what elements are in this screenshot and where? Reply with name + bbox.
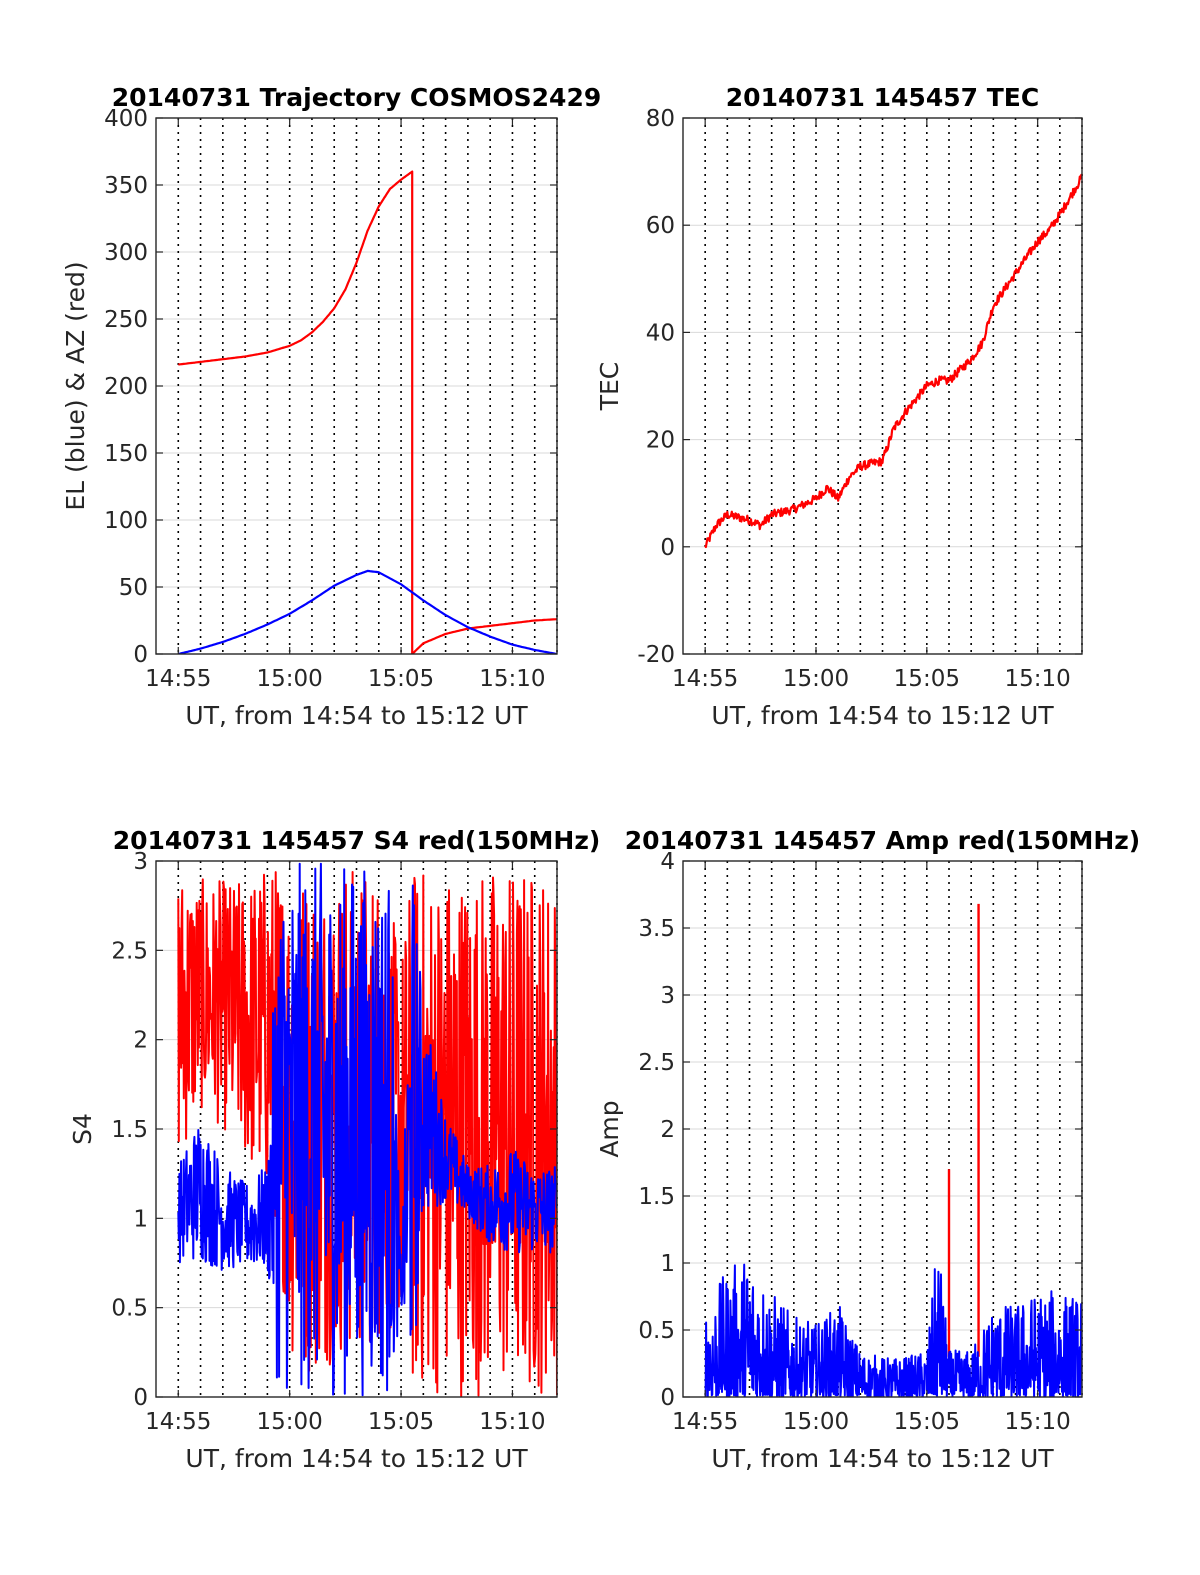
y-tick-label: 3: [660, 983, 675, 1009]
y-tick-label: 1.5: [111, 1117, 148, 1143]
series-group: [704, 173, 1082, 549]
y-axis-label: S4: [68, 1113, 97, 1145]
x-tick-label: 15:00: [783, 1409, 849, 1435]
x-axis-label: UT, from 14:54 to 15:12 UT: [711, 1444, 1054, 1473]
y-tick-label: 0.5: [638, 1318, 675, 1344]
x-tick-label: 15:05: [368, 666, 434, 692]
x-tick-label: 15:10: [479, 1409, 545, 1435]
y-tick-label: 3.5: [638, 916, 675, 942]
y-tick-label: 150: [104, 441, 148, 467]
y-tick-label: 60: [646, 213, 675, 239]
y-tick-label: 100: [104, 508, 148, 534]
x-tick-label: 14:55: [672, 1409, 738, 1435]
y-tick-label: 1.5: [638, 1184, 675, 1210]
x-tick-label: 15:05: [894, 1409, 960, 1435]
series-group: [178, 170, 557, 654]
y-tick-label: 0: [660, 535, 675, 561]
x-tick-label: 14:55: [672, 666, 738, 692]
chart-s4: 0 0.5 1 1.5 2 2.5 3 14:55 15:00 15:05 15:10 2014073…: [68, 826, 600, 1473]
chart-title: 20140731 145457 TEC: [726, 83, 1039, 112]
y-tick-label: 20: [646, 428, 675, 454]
y-tick-label: 3: [133, 849, 148, 875]
x-tick-label: 14:55: [145, 1409, 211, 1435]
y-tick-label: 4: [660, 849, 675, 875]
x-tick-label: 15:00: [257, 1409, 323, 1435]
y-tick-label: 2: [133, 1028, 148, 1054]
series-trace-1: [177, 862, 557, 1397]
chart-amp: 0 0.5 1 1.5 2 2.5 3 3.5 4 14:55 15:00 15:05 15:10 201…: [595, 826, 1140, 1473]
y-tick-label: 0: [133, 1385, 148, 1411]
y-axis-label: EL (blue) & AZ (red): [61, 261, 90, 510]
chart-title: 20140731 Trajectory COSMOS2429: [112, 83, 602, 112]
y-tick-label: 300: [104, 240, 148, 266]
y-tick-label: 1: [660, 1251, 675, 1277]
y-tick-label: 1: [133, 1206, 148, 1232]
chart-trajectory: 0 50 100 150 200 250 300 350 400 14:55 15:00 15:05 1…: [61, 83, 601, 730]
x-tick-label: 15:05: [368, 1409, 434, 1435]
y-tick-label: 2.5: [638, 1050, 675, 1076]
chart-title: 20140731 145457 S4 red(150MHz): [113, 826, 601, 855]
chart-title: 20140731 145457 Amp red(150MHz): [625, 826, 1141, 855]
series-group: [177, 862, 557, 1397]
y-tick-label: 400: [104, 106, 148, 132]
y-tick-label: 250: [104, 307, 148, 333]
x-axis-label: UT, from 14:54 to 15:12 UT: [185, 1444, 528, 1473]
y-tick-label: 80: [646, 106, 675, 132]
y-tick-label: 0: [660, 1385, 675, 1411]
x-axis-label: UT, from 14:54 to 15:12 UT: [711, 701, 1054, 730]
y-tick-label: 2: [660, 1117, 675, 1143]
x-tick-label: 15:10: [1005, 1409, 1071, 1435]
y-tick-label: 350: [104, 173, 148, 199]
y-axis-label: Amp: [595, 1100, 624, 1157]
y-axis-label: TEC: [595, 362, 624, 412]
x-tick-label: 15:00: [783, 666, 849, 692]
y-tick-label: 50: [119, 575, 148, 601]
y-tick-label: 0: [133, 642, 148, 668]
series-line-1: [178, 569, 557, 654]
y-tick-label: 2.5: [111, 938, 148, 964]
chart-tec: -20 0 20 40 60 80 14:55 15:00 15:05 15:10 20140731…: [595, 83, 1083, 730]
x-tick-label: 15:00: [257, 666, 323, 692]
x-tick-label: 15:10: [1005, 666, 1071, 692]
series-group: [704, 903, 1082, 1397]
x-axis-label: UT, from 14:54 to 15:12 UT: [185, 701, 528, 730]
series-line-0: [704, 173, 1082, 549]
x-tick-label: 15:10: [479, 666, 545, 692]
y-tick-label: 0.5: [111, 1296, 148, 1322]
y-tick-label: 200: [104, 374, 148, 400]
x-tick-label: 15:05: [894, 666, 960, 692]
axes-box: [682, 117, 1083, 655]
series-trace-1: [704, 1263, 1082, 1397]
x-tick-label: 14:55: [145, 666, 211, 692]
y-tick-label: -20: [637, 642, 675, 668]
y-tick-label: 40: [646, 320, 675, 346]
